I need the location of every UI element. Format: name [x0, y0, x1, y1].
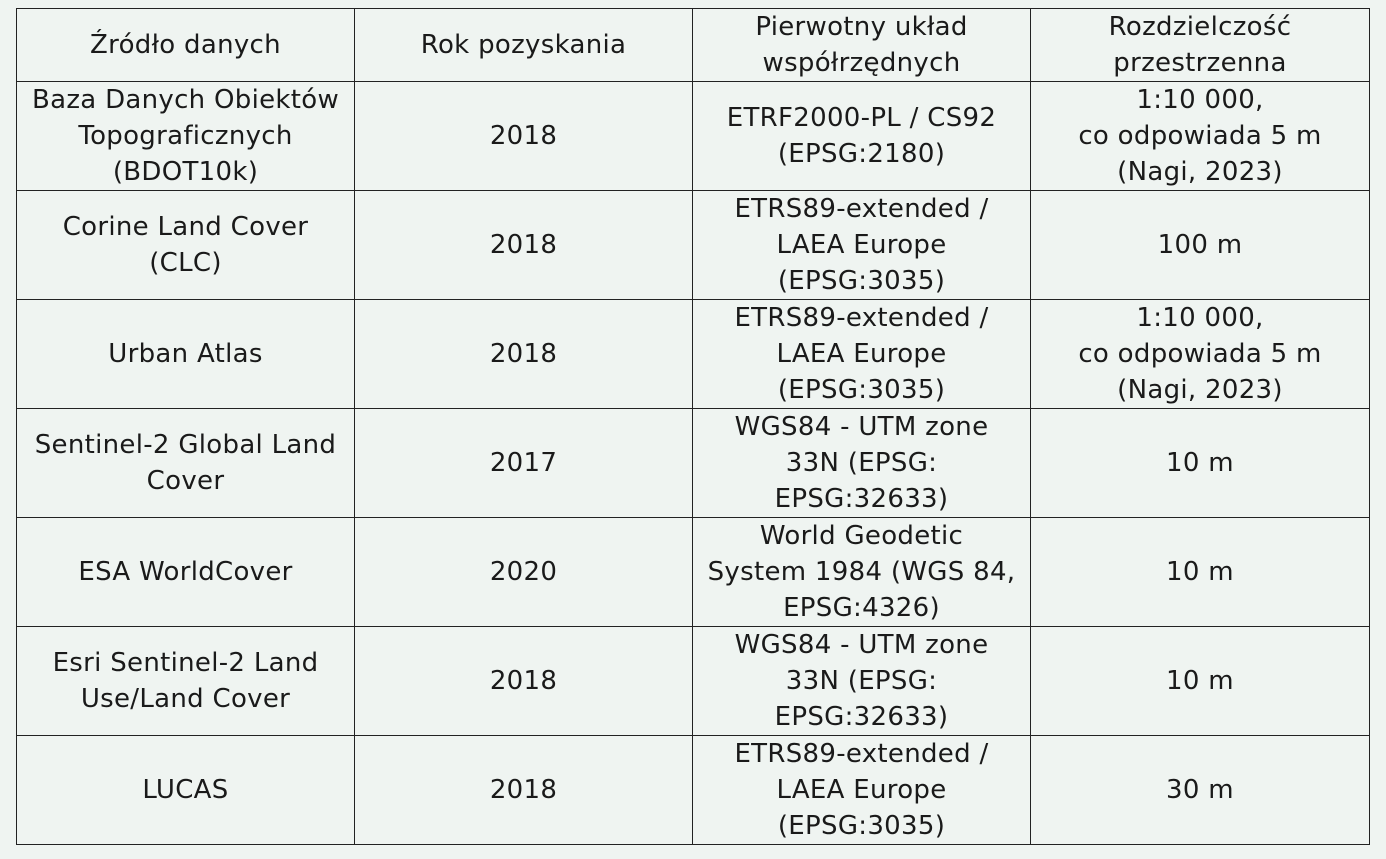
header-resolution: Rozdzielczość przestrzenna [1030, 8, 1370, 82]
cell-source: ESA WorldCover [16, 517, 355, 627]
header-crs: Pierwotny układ współrzędnych [692, 8, 1031, 82]
table-row: Sentinel-2 Global Land Cover 2017 WGS84 … [16, 408, 1370, 518]
cell-year: 2020 [354, 517, 693, 627]
cell-resolution: 1:10 000, co odpowiada 5 m (Nagi, 2023) [1030, 299, 1370, 409]
cell-year: 2018 [354, 81, 693, 191]
cell-resolution: 10 m [1030, 626, 1370, 736]
table-row: Esri Sentinel-2 Land Use/Land Cover 2018… [16, 626, 1370, 736]
table-row: ESA WorldCover 2020 World Geodetic Syste… [16, 517, 1370, 627]
cell-resolution: 30 m [1030, 735, 1370, 845]
cell-crs: WGS84 - UTM zone 33N (EPSG: EPSG:32633) [692, 626, 1031, 736]
cell-source: Urban Atlas [16, 299, 355, 409]
cell-crs: ETRS89-extended / LAEA Europe (EPSG:3035… [692, 735, 1031, 845]
cell-crs: WGS84 - UTM zone 33N (EPSG: EPSG:32633) [692, 408, 1031, 518]
table-row: LUCAS 2018 ETRS89-extended / LAEA Europe… [16, 735, 1370, 845]
header-year: Rok pozyskania [354, 8, 693, 82]
cell-resolution: 10 m [1030, 517, 1370, 627]
table-row: Urban Atlas 2018 ETRS89-extended / LAEA … [16, 299, 1370, 409]
cell-resolution: 10 m [1030, 408, 1370, 518]
cell-crs: World Geodetic System 1984 (WGS 84, EPSG… [692, 517, 1031, 627]
data-sources-table-container: Źródło danych Rok pozyskania Pierwotny u… [16, 8, 1370, 845]
cell-resolution: 1:10 000, co odpowiada 5 m (Nagi, 2023) [1030, 81, 1370, 191]
table-row: Baza Danych Obiektów Topograficznych (BD… [16, 81, 1370, 191]
cell-crs: ETRS89-extended / LAEA Europe (EPSG:3035… [692, 190, 1031, 300]
cell-source: Sentinel-2 Global Land Cover [16, 408, 355, 518]
cell-year: 2017 [354, 408, 693, 518]
cell-year: 2018 [354, 190, 693, 300]
cell-source: Esri Sentinel-2 Land Use/Land Cover [16, 626, 355, 736]
cell-resolution: 100 m [1030, 190, 1370, 300]
cell-source: Corine Land Cover (CLC) [16, 190, 355, 300]
cell-crs: ETRF2000-PL / CS92 (EPSG:2180) [692, 81, 1031, 191]
table-row: Corine Land Cover (CLC) 2018 ETRS89-exte… [16, 190, 1370, 300]
table-header-row: Źródło danych Rok pozyskania Pierwotny u… [16, 8, 1370, 82]
cell-year: 2018 [354, 299, 693, 409]
cell-source: Baza Danych Obiektów Topograficznych (BD… [16, 81, 355, 191]
cell-year: 2018 [354, 735, 693, 845]
cell-year: 2018 [354, 626, 693, 736]
header-source: Źródło danych [16, 8, 355, 82]
cell-crs: ETRS89-extended / LAEA Europe (EPSG:3035… [692, 299, 1031, 409]
cell-source: LUCAS [16, 735, 355, 845]
data-sources-table: Źródło danych Rok pozyskania Pierwotny u… [16, 8, 1370, 845]
